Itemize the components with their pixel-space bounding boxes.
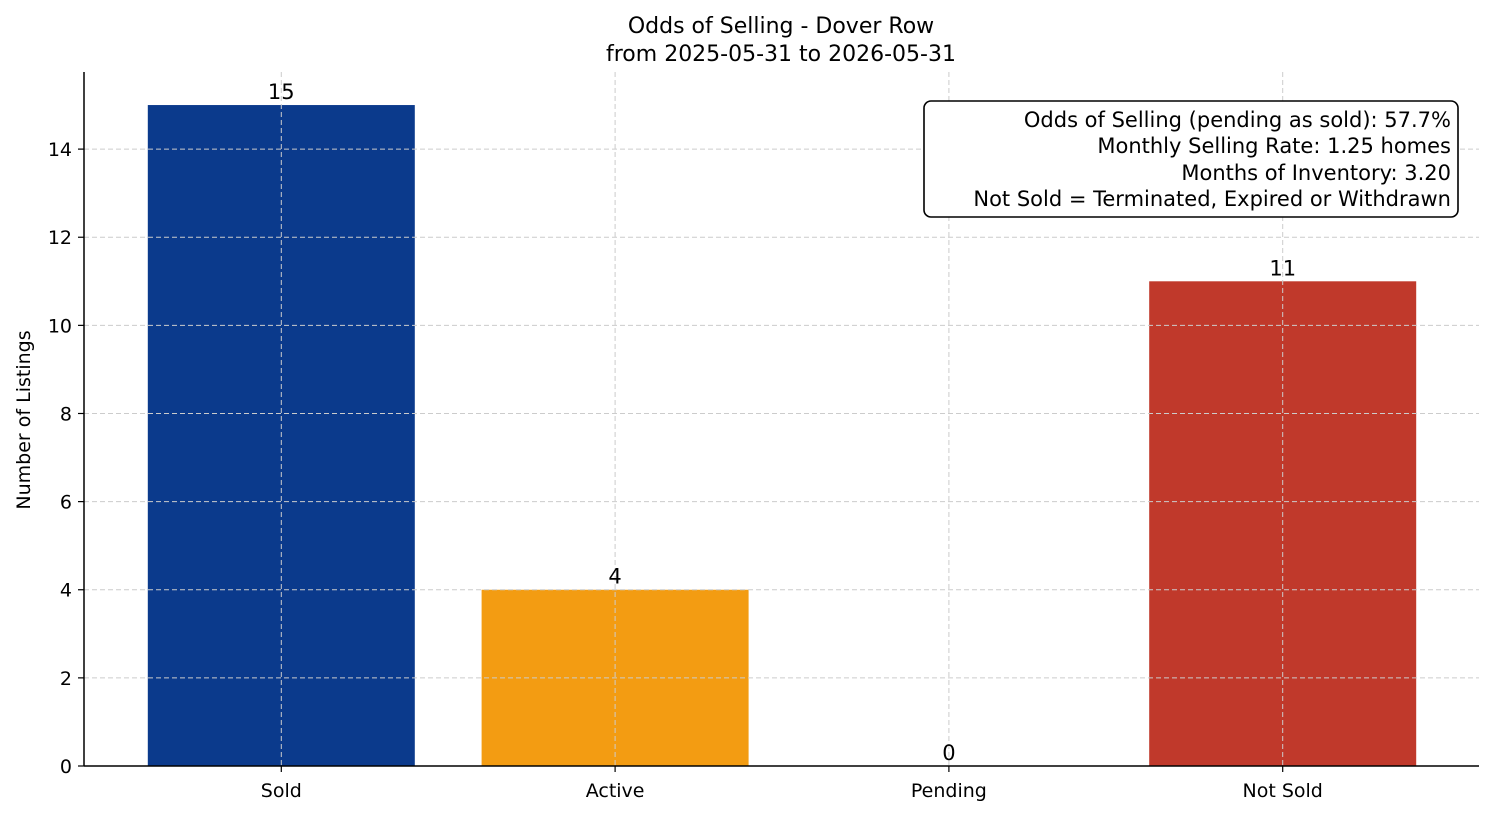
- y-tick-label: 4: [60, 580, 72, 602]
- grid: [84, 72, 1479, 766]
- x-tick-label-not-sold: Not Sold: [1243, 780, 1323, 802]
- data-labels: 15 4 0 11: [268, 80, 1296, 765]
- annotation-line-not-sold-def: Not Sold = Terminated, Expired or Withdr…: [973, 187, 1451, 211]
- annotation-line-inventory: Months of Inventory: 3.20: [1181, 161, 1451, 185]
- annotation-frame: [923, 100, 1459, 218]
- x-tick-label-pending: Pending: [911, 780, 987, 802]
- data-label-sold: 15: [268, 80, 295, 104]
- y-tick-label: 8: [60, 403, 72, 425]
- y-tick-label: 0: [60, 756, 72, 778]
- chart-subtitle: from 2025-05-31 to 2026-05-31: [606, 42, 956, 67]
- stats-annotation-box: Odds of Selling (pending as sold): 57.7%…: [923, 100, 1459, 218]
- x-tick-label-active: Active: [586, 780, 645, 802]
- y-tick-label: 10: [48, 315, 72, 337]
- y-tick-label: 12: [48, 227, 72, 249]
- data-label-active: 4: [608, 565, 621, 589]
- y-tick-label: 14: [48, 139, 72, 161]
- data-label-pending: 0: [942, 741, 955, 765]
- data-label-not-sold: 11: [1269, 256, 1296, 280]
- annotation-line-rate: Monthly Selling Rate: 1.25 homes: [1097, 134, 1451, 158]
- chart-title: Odds of Selling - Dover Row: [628, 14, 934, 39]
- annotation-line-odds: Odds of Selling (pending as sold): 57.7%: [1024, 108, 1451, 132]
- y-tick-label: 6: [60, 492, 72, 514]
- axes: [83, 72, 1479, 767]
- x-tick-label-sold: Sold: [261, 780, 302, 802]
- ticks: 0 2 4 6 8 10 12 14 Sold Active Pending Not Sold: [48, 139, 1323, 802]
- y-axis-label: Number of Listings: [13, 330, 35, 509]
- y-tick-label: 2: [60, 668, 72, 690]
